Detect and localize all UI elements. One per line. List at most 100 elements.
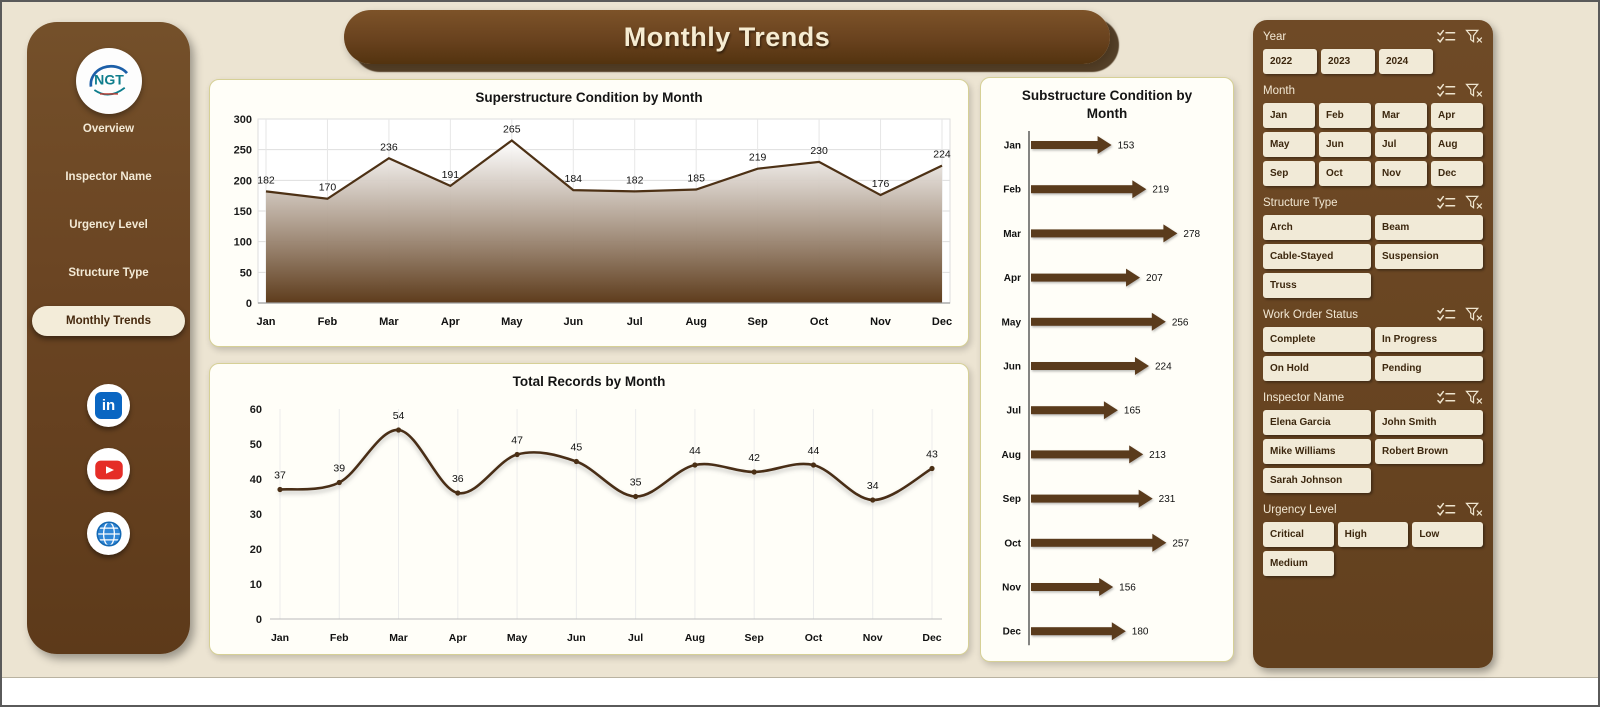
svg-text:Apr: Apr bbox=[441, 316, 461, 328]
filter-option-high[interactable]: High bbox=[1337, 522, 1409, 547]
total-records-chart-card: Total Records by Month 0 10 20 30 40 50 60 37 Ja… bbox=[209, 363, 969, 655]
svg-text:Nov: Nov bbox=[1002, 583, 1021, 594]
filter-option-aug[interactable]: Aug bbox=[1431, 132, 1483, 157]
svg-text:257: 257 bbox=[1172, 539, 1189, 550]
svg-text:May: May bbox=[1002, 318, 1022, 329]
svg-text:150: 150 bbox=[234, 206, 252, 218]
filter-option-elena-garcia[interactable]: Elena Garcia bbox=[1263, 410, 1371, 435]
select-all-icon[interactable] bbox=[1436, 29, 1456, 44]
filter-option-jan[interactable]: Jan bbox=[1263, 103, 1315, 128]
ngt-logo: NGT bbox=[75, 48, 142, 114]
superstructure-chart-card: Superstructure Condition by Month 0 50 100… bbox=[209, 79, 969, 347]
filter-option-pending[interactable]: Pending bbox=[1375, 356, 1483, 381]
select-all-icon[interactable] bbox=[1436, 195, 1456, 210]
slicer-title-urgency-level: Urgency Level bbox=[1263, 503, 1337, 516]
filter-option-truss[interactable]: Truss bbox=[1263, 273, 1371, 298]
filter-option-nov[interactable]: Nov bbox=[1375, 161, 1427, 186]
svg-text:Mar: Mar bbox=[389, 632, 408, 644]
filter-option-feb[interactable]: Feb bbox=[1319, 103, 1371, 128]
sidebar-item-structure-type[interactable]: Structure Type bbox=[68, 267, 149, 279]
select-all-icon[interactable] bbox=[1436, 83, 1456, 98]
svg-text:278: 278 bbox=[1183, 229, 1200, 240]
website-button[interactable] bbox=[87, 512, 130, 555]
svg-text:50: 50 bbox=[250, 439, 262, 451]
slicer-year: Year 2022 2023 2024 bbox=[1263, 29, 1483, 74]
filter-option-sarah-johnson[interactable]: Sarah Johnson bbox=[1263, 468, 1371, 493]
filter-option-mike-williams[interactable]: Mike Williams bbox=[1263, 439, 1371, 464]
filter-option-on-hold[interactable]: On Hold bbox=[1263, 356, 1371, 381]
filter-option-2023[interactable]: 2023 bbox=[1321, 49, 1375, 74]
superstructure-area-chart: 0 50 100 150 200 250 300 182 Jan 170 Feb 236 Mar 191 A… bbox=[234, 114, 952, 328]
svg-text:Mar: Mar bbox=[379, 316, 399, 328]
select-all-icon[interactable] bbox=[1436, 390, 1456, 405]
svg-text:176: 176 bbox=[872, 178, 890, 190]
filter-option-medium[interactable]: Medium bbox=[1263, 551, 1334, 576]
filter-option-jul[interactable]: Jul bbox=[1375, 132, 1427, 157]
filter-option-dec[interactable]: Dec bbox=[1431, 161, 1483, 186]
filter-option-may[interactable]: May bbox=[1263, 132, 1315, 157]
svg-text:Oct: Oct bbox=[810, 316, 829, 328]
clear-filter-icon[interactable] bbox=[1465, 307, 1483, 322]
svg-text:Dec: Dec bbox=[922, 632, 941, 644]
svg-text:42: 42 bbox=[748, 452, 760, 464]
svg-text:36: 36 bbox=[452, 473, 464, 485]
svg-text:100: 100 bbox=[234, 237, 252, 249]
svg-text:213: 213 bbox=[1149, 450, 1166, 461]
svg-text:Feb: Feb bbox=[1003, 185, 1021, 196]
total-records-line-chart: 0 10 20 30 40 50 60 37 Jan 39 Feb 54 Mar 36 Apr 47 May 45… bbox=[250, 404, 942, 644]
filter-option-oct[interactable]: Oct bbox=[1319, 161, 1371, 186]
select-all-icon[interactable] bbox=[1436, 502, 1456, 517]
filter-option-sep[interactable]: Sep bbox=[1263, 161, 1315, 186]
svg-text:35: 35 bbox=[630, 477, 642, 489]
clear-filter-icon[interactable] bbox=[1465, 83, 1483, 98]
filter-option-2024[interactable]: 2024 bbox=[1379, 49, 1433, 74]
svg-text:Jul: Jul bbox=[1007, 406, 1022, 417]
svg-text:Jul: Jul bbox=[628, 632, 643, 644]
clear-filter-icon[interactable] bbox=[1465, 195, 1483, 210]
filter-option-beam[interactable]: Beam bbox=[1375, 215, 1483, 240]
sidebar-item-inspector-name[interactable]: Inspector Name bbox=[65, 171, 152, 183]
filter-option-apr[interactable]: Apr bbox=[1431, 103, 1483, 128]
sidebar-item-overview[interactable]: Overview bbox=[82, 123, 135, 135]
svg-text:39: 39 bbox=[333, 463, 345, 475]
clear-filter-icon[interactable] bbox=[1465, 29, 1483, 44]
svg-text:20: 20 bbox=[250, 544, 262, 556]
sidebar-item-monthly-trends[interactable]: Monthly Trends bbox=[32, 306, 185, 336]
select-all-icon[interactable] bbox=[1436, 307, 1456, 322]
filter-option-john-smith[interactable]: John Smith bbox=[1375, 410, 1483, 435]
svg-text:Apr: Apr bbox=[1004, 274, 1021, 285]
svg-text:10: 10 bbox=[250, 579, 262, 591]
clear-filter-icon[interactable] bbox=[1465, 502, 1483, 517]
filter-option-2022[interactable]: 2022 bbox=[1263, 49, 1317, 74]
filter-option-in-progress[interactable]: In Progress bbox=[1375, 327, 1483, 352]
clear-filter-icon[interactable] bbox=[1465, 390, 1483, 405]
slicer-title-structure-type: Structure Type bbox=[1263, 196, 1338, 209]
page-title: Monthly Trends bbox=[623, 21, 831, 52]
youtube-button[interactable] bbox=[87, 448, 130, 491]
filter-option-critical[interactable]: Critical bbox=[1263, 522, 1334, 547]
filter-option-cable-stayed[interactable]: Cable-Stayed bbox=[1263, 244, 1371, 269]
filter-option-arch[interactable]: Arch bbox=[1263, 215, 1371, 240]
filter-option-jun[interactable]: Jun bbox=[1319, 132, 1371, 157]
sidebar: NGT Overview Inspector Name Urgency Level S… bbox=[27, 22, 190, 654]
svg-text:300: 300 bbox=[234, 114, 252, 126]
svg-text:34: 34 bbox=[867, 480, 879, 492]
svg-text:182: 182 bbox=[626, 175, 644, 187]
svg-text:200: 200 bbox=[234, 176, 252, 188]
svg-text:182: 182 bbox=[257, 175, 275, 187]
svg-text:Jan: Jan bbox=[271, 632, 289, 644]
svg-text:Jan: Jan bbox=[257, 316, 276, 328]
svg-text:54: 54 bbox=[393, 410, 405, 422]
filter-option-low[interactable]: Low bbox=[1412, 522, 1483, 547]
youtube-icon bbox=[94, 460, 123, 479]
filter-option-robert-brown[interactable]: Robert Brown bbox=[1375, 439, 1483, 464]
linkedin-button[interactable]: in bbox=[87, 384, 130, 427]
filter-option-suspension[interactable]: Suspension bbox=[1375, 244, 1483, 269]
sidebar-item-urgency-level[interactable]: Urgency Level bbox=[69, 219, 148, 231]
svg-text:45: 45 bbox=[571, 442, 583, 454]
filter-option-complete[interactable]: Complete bbox=[1263, 327, 1371, 352]
svg-text:224: 224 bbox=[1155, 362, 1172, 373]
svg-text:Apr: Apr bbox=[449, 632, 467, 644]
svg-text:37: 37 bbox=[274, 470, 286, 482]
filter-option-mar[interactable]: Mar bbox=[1375, 103, 1427, 128]
